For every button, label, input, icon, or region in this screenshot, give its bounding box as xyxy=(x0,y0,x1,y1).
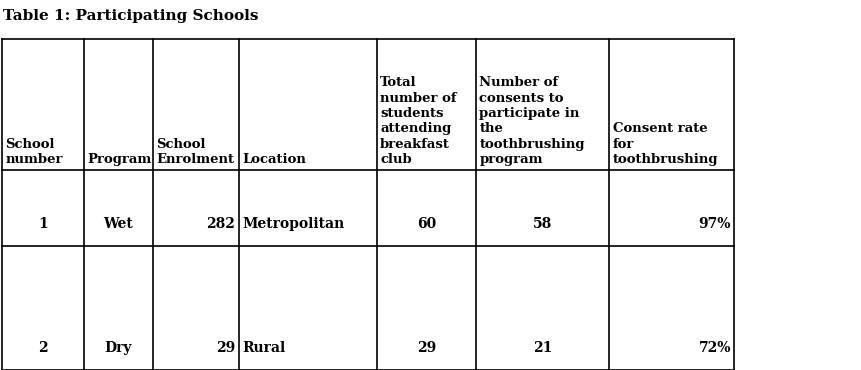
Text: 2: 2 xyxy=(38,341,47,355)
Text: Total
number of
students
attending
breakfast
club: Total number of students attending break… xyxy=(380,76,456,166)
Text: 97%: 97% xyxy=(697,217,730,231)
Text: 29: 29 xyxy=(216,341,235,355)
Text: 58: 58 xyxy=(532,217,552,231)
Text: School
number: School number xyxy=(5,138,63,166)
Text: Table 1: Participating Schools: Table 1: Participating Schools xyxy=(3,9,258,23)
Text: Consent rate
for
toothbrushing: Consent rate for toothbrushing xyxy=(612,122,717,166)
Text: Metropolitan: Metropolitan xyxy=(242,217,344,231)
Text: School
Enrolment: School Enrolment xyxy=(156,138,233,166)
Text: Rural: Rural xyxy=(242,341,285,355)
Text: 29: 29 xyxy=(416,341,436,355)
Text: 1: 1 xyxy=(38,217,47,231)
Text: Location: Location xyxy=(242,154,306,166)
Text: 72%: 72% xyxy=(697,341,730,355)
Text: 282: 282 xyxy=(207,217,235,231)
Text: Number of
consents to
participate in
the
toothbrushing
program: Number of consents to participate in the… xyxy=(479,76,584,166)
Text: 21: 21 xyxy=(532,341,552,355)
Text: Program: Program xyxy=(87,154,152,166)
Text: Wet: Wet xyxy=(103,217,133,231)
Text: 60: 60 xyxy=(416,217,436,231)
Text: Dry: Dry xyxy=(104,341,132,355)
